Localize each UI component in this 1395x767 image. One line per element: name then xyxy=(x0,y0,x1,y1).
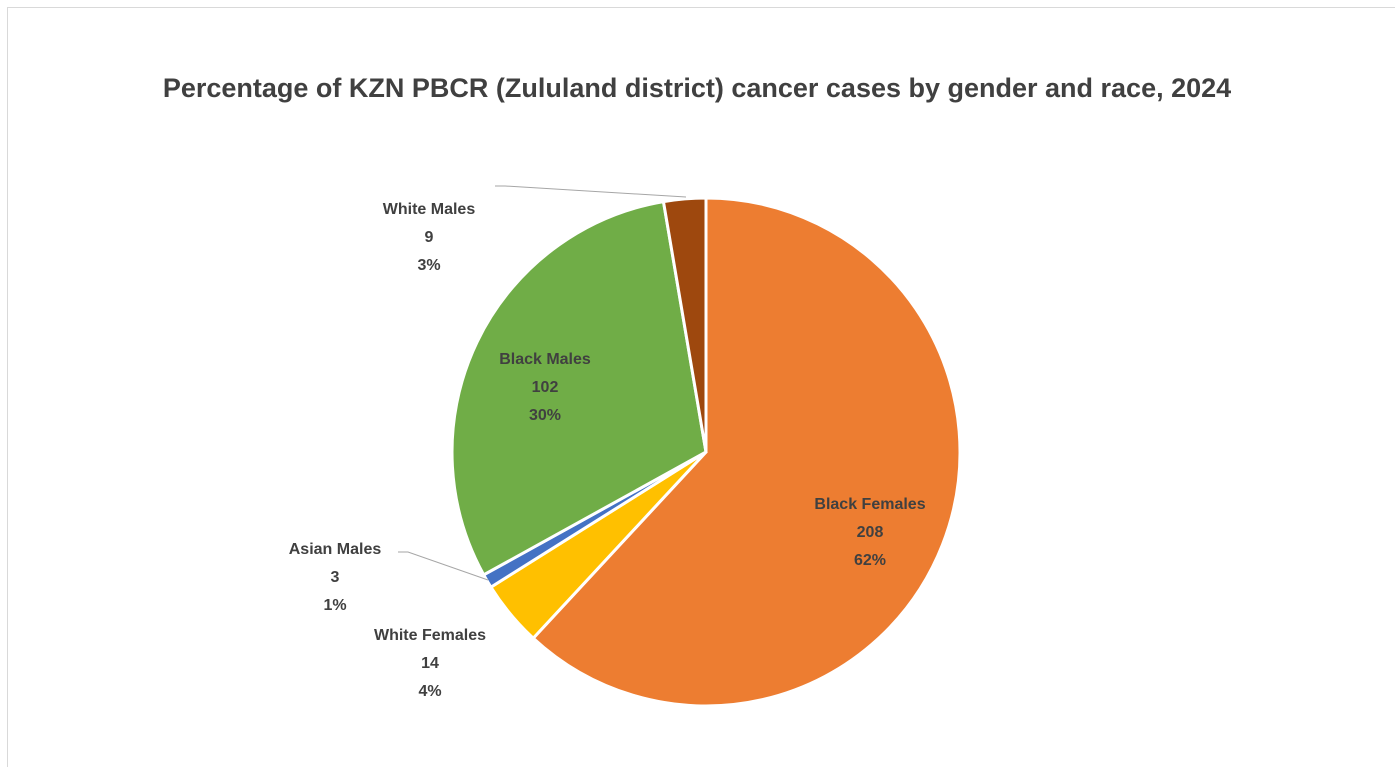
data-label-percent: 62% xyxy=(854,552,886,569)
data-label-name: Asian Males xyxy=(289,541,382,558)
data-label-percent: 3% xyxy=(417,257,440,274)
data-label-percent: 30% xyxy=(529,407,561,424)
chart-border xyxy=(7,7,1395,767)
data-label-name: White Females xyxy=(374,627,486,644)
leader-line xyxy=(398,551,489,581)
pie-slice xyxy=(661,196,708,453)
chart-title: Percentage of KZN PBCR (Zululand distric… xyxy=(162,73,1232,103)
data-label-name: Black Females xyxy=(814,496,925,513)
pie-slice xyxy=(450,199,708,577)
data-label-name: White Males xyxy=(383,201,476,218)
data-label-value: 102 xyxy=(532,379,559,396)
data-label-percent: 4% xyxy=(418,683,441,700)
data-label-name: Black Males xyxy=(499,351,591,368)
data-label-value: 3 xyxy=(331,569,340,586)
pie-slice xyxy=(531,196,962,708)
data-label-value: 14 xyxy=(421,655,439,672)
leader-line xyxy=(495,185,687,198)
data-label-value: 208 xyxy=(857,524,884,541)
data-label-value: 9 xyxy=(425,229,434,246)
data-label-percent: 1% xyxy=(323,597,346,614)
